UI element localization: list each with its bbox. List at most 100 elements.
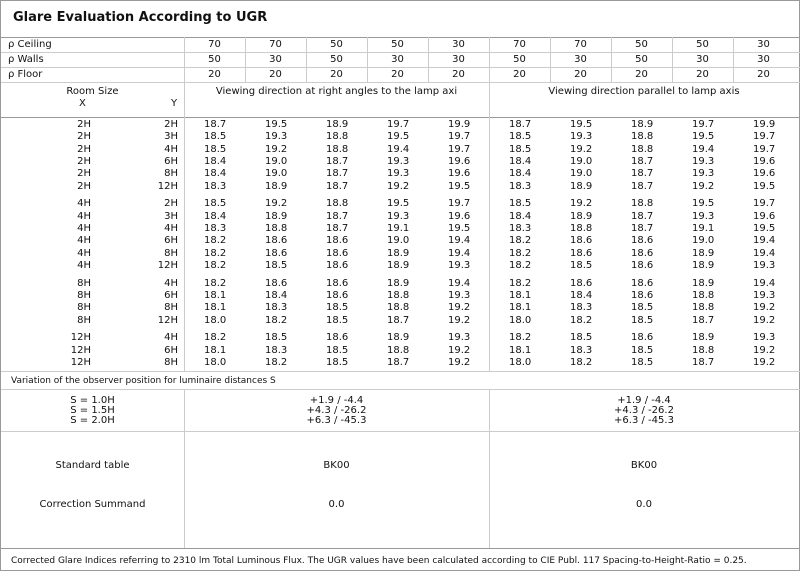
ugr-value: 19.0 xyxy=(570,155,593,167)
ugr-value: 18.7 xyxy=(387,356,410,368)
ugr-value: 18.4 xyxy=(509,155,532,167)
ugr-value: 18.2 xyxy=(204,277,227,289)
room-x: 2H xyxy=(77,131,91,143)
ugr-value: 18.6 xyxy=(631,289,654,301)
ugr-value: 18.9 xyxy=(692,247,715,259)
ugr-value: 18.4 xyxy=(204,168,227,180)
divider xyxy=(1,52,800,53)
ugr-value: 19.2 xyxy=(448,302,471,314)
ugr-value: 18.9 xyxy=(265,210,288,222)
ugr-value: 18.3 xyxy=(204,180,227,192)
ugr-value: 19.3 xyxy=(753,289,776,301)
ugr-value: 18.0 xyxy=(509,314,532,326)
ugr-value: 18.3 xyxy=(509,222,532,234)
room-x: 8H xyxy=(77,289,91,301)
room-y: 3H xyxy=(164,210,178,222)
ugr-value: 19.2 xyxy=(570,198,593,210)
ugr-value: 18.5 xyxy=(326,314,349,326)
reflectance-value: 20 xyxy=(208,69,221,80)
ugr-value: 18.6 xyxy=(326,277,349,289)
ugr-value: 18.2 xyxy=(204,247,227,259)
ugr-value: 19.9 xyxy=(448,119,471,130)
ugr-value: 18.6 xyxy=(570,235,593,247)
ugr-value: 18.7 xyxy=(387,314,410,326)
ugr-value: 19.3 xyxy=(448,259,471,271)
ugr-value: 18.8 xyxy=(692,344,715,356)
ugr-value: 19.7 xyxy=(448,198,471,210)
ugr-value: 19.2 xyxy=(448,344,471,356)
ugr-value: 18.2 xyxy=(204,259,227,271)
ugr-value: 18.7 xyxy=(326,168,349,180)
variation-parallel: +1.9 / -4.4 +4.3 / -26.2 +6.3 / -45.3 xyxy=(489,396,799,426)
ugr-value: 18.6 xyxy=(326,289,349,301)
ugr-value: 18.8 xyxy=(631,143,654,155)
ugr-value: 18.8 xyxy=(265,222,288,234)
s-values: S = 1.0H S = 1.5H S = 2.0H xyxy=(1,396,184,426)
ugr-value: 18.6 xyxy=(570,277,593,289)
ugr-value: 18.1 xyxy=(509,289,532,301)
room-y: 2H xyxy=(164,198,178,210)
ugr-value: 19.3 xyxy=(692,210,715,222)
divider xyxy=(1,371,800,372)
room-y: 8H xyxy=(164,302,178,314)
divider xyxy=(1,117,800,118)
ugr-value: 18.8 xyxy=(326,198,349,210)
ugr-value: 18.9 xyxy=(631,119,654,130)
reflectance-value: 20 xyxy=(757,69,770,80)
ugr-value: 18.9 xyxy=(692,332,715,344)
variation-value: +4.3 / -26.2 xyxy=(306,405,367,416)
ugr-value: 18.9 xyxy=(387,332,410,344)
ugr-value: 19.7 xyxy=(448,131,471,143)
room-x: 2H xyxy=(77,180,91,192)
ugr-value: 18.3 xyxy=(265,302,288,314)
ugr-value: 18.9 xyxy=(692,277,715,289)
room-y: 8H xyxy=(164,356,178,368)
divider xyxy=(1,37,800,38)
room-y: 4H xyxy=(164,277,178,289)
ugr-value: 18.1 xyxy=(509,344,532,356)
divider xyxy=(1,389,800,390)
room-y-header: Y xyxy=(171,98,178,109)
ugr-value: 19.6 xyxy=(753,155,776,167)
room-y: 8H xyxy=(164,247,178,259)
reflectance-value: 20 xyxy=(269,69,282,80)
column-divider xyxy=(245,37,246,82)
variation-value: +1.9 / -4.4 xyxy=(617,395,671,406)
ugr-value: 18.0 xyxy=(509,356,532,368)
ugr-value: 19.6 xyxy=(753,168,776,180)
ugr-value: 18.1 xyxy=(204,289,227,301)
ugr-value: 19.3 xyxy=(753,259,776,271)
ugr-value: 19.2 xyxy=(265,198,288,210)
ugr-value: 19.3 xyxy=(387,168,410,180)
room-y: 6H xyxy=(164,344,178,356)
room-x: 8H xyxy=(77,302,91,314)
divider xyxy=(1,67,800,68)
ugr-value: 18.2 xyxy=(509,259,532,271)
ugr-value: 18.8 xyxy=(387,344,410,356)
room-x: 4H xyxy=(77,222,91,234)
ugr-value: 18.6 xyxy=(631,235,654,247)
ugr-value: 18.7 xyxy=(509,119,532,130)
ugr-value: 19.7 xyxy=(692,119,715,130)
ugr-value: 19.4 xyxy=(692,143,715,155)
footer-note: Corrected Glare Indices referring to 231… xyxy=(11,556,747,566)
reflectance-value: 50 xyxy=(208,54,221,65)
ugr-value: 19.2 xyxy=(753,314,776,326)
ugr-value: 18.2 xyxy=(570,356,593,368)
ugr-value: 18.7 xyxy=(326,180,349,192)
standard-table-parallel: BK00 xyxy=(630,460,658,471)
ugr-value: 18.2 xyxy=(265,356,288,368)
reflectance-value: 30 xyxy=(696,54,709,65)
ugr-value: 18.6 xyxy=(631,247,654,259)
variation-value: +6.3 / -45.3 xyxy=(614,415,674,426)
ugr-value: 18.3 xyxy=(570,302,593,314)
divider xyxy=(1,548,800,549)
ugr-value: 18.9 xyxy=(326,119,349,130)
room-x-header: X xyxy=(79,98,86,109)
ugr-value: 19.2 xyxy=(387,180,410,192)
ugr-value: 18.6 xyxy=(265,277,288,289)
ugr-value: 19.2 xyxy=(692,180,715,192)
room-x: 2H xyxy=(77,143,91,155)
ugr-value: 18.2 xyxy=(509,277,532,289)
ugr-value: 18.5 xyxy=(204,198,227,210)
